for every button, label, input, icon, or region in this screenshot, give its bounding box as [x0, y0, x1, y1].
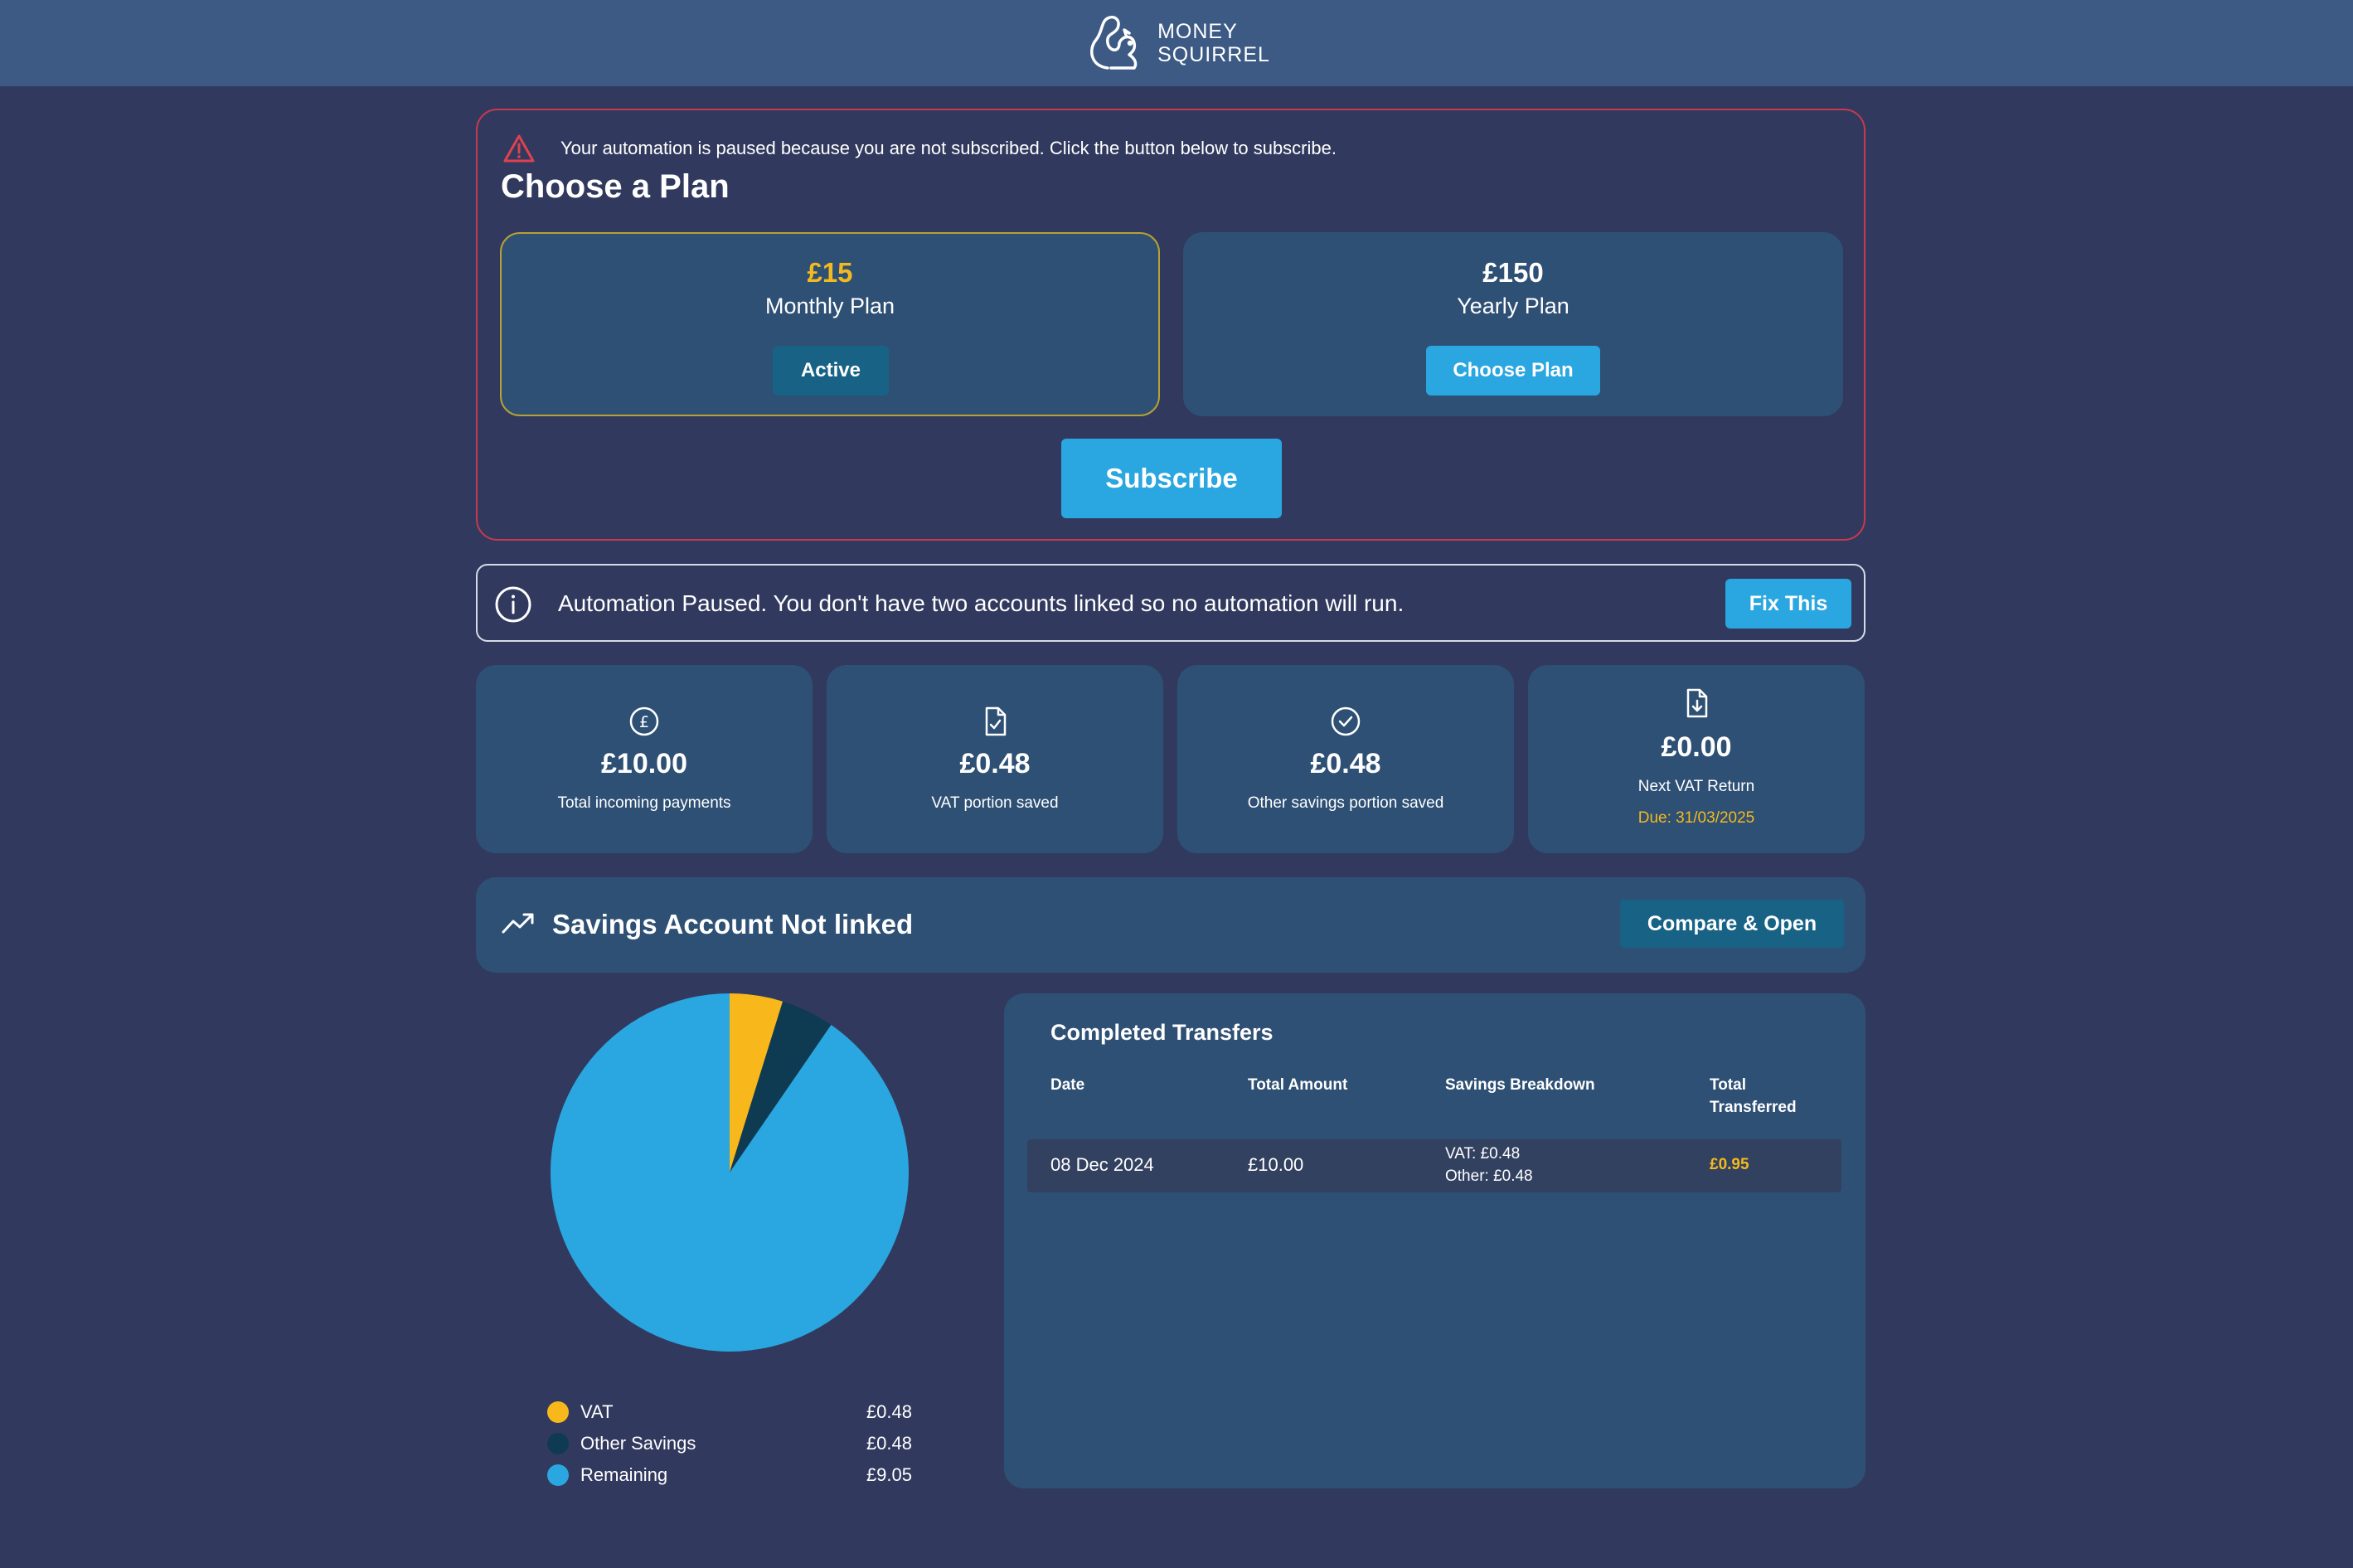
- monthly-plan-name: Monthly Plan: [764, 294, 895, 318]
- legend-item-vat: VAT £0.48: [547, 1396, 912, 1428]
- stat-value: £10.00: [601, 748, 687, 779]
- monthly-plan-price: £15: [807, 257, 853, 288]
- trending-up-icon: [502, 913, 534, 934]
- subscription-panel: Your automation is paused because you ar…: [476, 109, 1865, 541]
- yearly-choose-plan-button[interactable]: Choose Plan: [1426, 346, 1600, 396]
- choose-plan-title: Choose a Plan: [501, 168, 730, 205]
- automation-paused-notice: Automation Paused. You don't have two ac…: [476, 564, 1865, 642]
- yearly-plan-card[interactable]: £150 Yearly Plan Choose Plan: [1183, 232, 1843, 416]
- legend-value: £0.48: [866, 1401, 912, 1422]
- legend-item-remaining: Remaining £9.05: [547, 1459, 912, 1491]
- pie-legend: VAT £0.48 Other Savings £0.48 Remaining …: [547, 1396, 912, 1491]
- stat-card-vat-saved: £0.48 VAT portion saved: [827, 665, 1163, 853]
- savings-pie-chart: [549, 992, 910, 1353]
- yearly-plan-name: Yearly Plan: [1457, 294, 1569, 318]
- pie-slice-other-savings: [730, 1001, 832, 1172]
- stat-card-incoming: £ £10.00 Total incoming payments: [476, 665, 813, 853]
- squirrel-logo-icon: [1090, 16, 1138, 70]
- breakdown-other: Other: £0.48: [1445, 1168, 1533, 1185]
- legend-label: Remaining: [580, 1464, 668, 1485]
- pie-slice-vat: [730, 993, 784, 1172]
- subscription-warning-text: Your automation is paused because you ar…: [560, 138, 1337, 158]
- logo-line-2: SQUIRREL: [1157, 43, 1270, 66]
- column-header-total-amount: Total Amount: [1248, 1076, 1348, 1094]
- legend-swatch-other-savings: [547, 1433, 569, 1454]
- pound-circle-icon: £: [629, 706, 659, 736]
- column-header-savings-breakdown: Savings Breakdown: [1445, 1076, 1595, 1094]
- check-circle-icon: [1331, 706, 1361, 736]
- automation-notice-text: Automation Paused. You don't have two ac…: [558, 590, 1405, 616]
- app-header: MONEY SQUIRREL: [0, 0, 2353, 86]
- legend-label: Other Savings: [580, 1433, 696, 1454]
- savings-account-title: Savings Account Not linked: [552, 909, 914, 939]
- column-header-total-line1: Total: [1710, 1076, 1746, 1094]
- savings-account-panel: Savings Account Not linked Compare & Ope…: [476, 877, 1865, 973]
- transfer-breakdown: VAT: £0.48 Other: £0.48: [1445, 1143, 1533, 1187]
- vat-due-date: Due: 31/03/2025: [1637, 809, 1755, 827]
- stat-card-other-saved: £0.48 Other savings portion saved: [1177, 665, 1514, 853]
- stat-label: Next VAT Return: [1637, 778, 1755, 795]
- warning-icon: [503, 134, 535, 163]
- stat-label: VAT portion saved: [931, 794, 1059, 812]
- monthly-plan-active-button[interactable]: Active: [773, 346, 889, 396]
- svg-text:£: £: [639, 713, 649, 731]
- legend-swatch-vat: [547, 1401, 569, 1423]
- table-row: 08 Dec 2024 £10.00 VAT: £0.48 Other: £0.…: [1027, 1139, 1841, 1192]
- transfer-total: £0.95: [1710, 1156, 1749, 1173]
- subscribe-button[interactable]: Subscribe: [1061, 439, 1282, 518]
- document-download-icon: [1686, 688, 1708, 718]
- stat-label: Other savings portion saved: [1247, 794, 1444, 812]
- legend-value: £0.48: [866, 1433, 912, 1454]
- yearly-plan-price: £150: [1482, 257, 1544, 288]
- breakdown-vat: VAT: £0.48: [1445, 1145, 1521, 1163]
- legend-item-other-savings: Other Savings £0.48: [547, 1428, 912, 1459]
- transfer-amount: £10.00: [1248, 1154, 1304, 1175]
- legend-label: VAT: [580, 1401, 614, 1422]
- logo-line-1: MONEY: [1157, 20, 1238, 43]
- fix-this-button[interactable]: Fix This: [1725, 579, 1851, 629]
- monthly-plan-card[interactable]: £15 Monthly Plan Active: [500, 232, 1160, 416]
- document-check-icon: [985, 706, 1007, 736]
- completed-transfers-panel: Completed Transfers Date Total Amount Sa…: [1004, 993, 1865, 1488]
- transfer-date: 08 Dec 2024: [1050, 1154, 1154, 1175]
- legend-swatch-remaining: [547, 1464, 569, 1486]
- pie-chart-svg: [551, 993, 909, 1352]
- stat-card-next-vat-return: £0.00 Next VAT Return Due: 31/03/2025: [1528, 665, 1865, 853]
- completed-transfers-title: Completed Transfers: [1050, 1020, 1274, 1045]
- column-header-date: Date: [1050, 1076, 1085, 1094]
- compare-open-button[interactable]: Compare & Open: [1620, 900, 1844, 948]
- logo[interactable]: MONEY SQUIRREL: [1083, 10, 1270, 76]
- pie-slice-remaining: [551, 993, 909, 1352]
- stat-value: £0.48: [1310, 748, 1381, 779]
- legend-value: £9.05: [866, 1464, 912, 1485]
- stat-value: £0.00: [1661, 731, 1732, 763]
- stat-value: £0.48: [959, 748, 1031, 779]
- info-icon: [495, 586, 531, 623]
- column-header-total-line2: Transferred: [1710, 1099, 1797, 1116]
- stat-label: Total incoming payments: [557, 794, 731, 812]
- column-header-total-transferred: Total Transferred: [1710, 1074, 1797, 1119]
